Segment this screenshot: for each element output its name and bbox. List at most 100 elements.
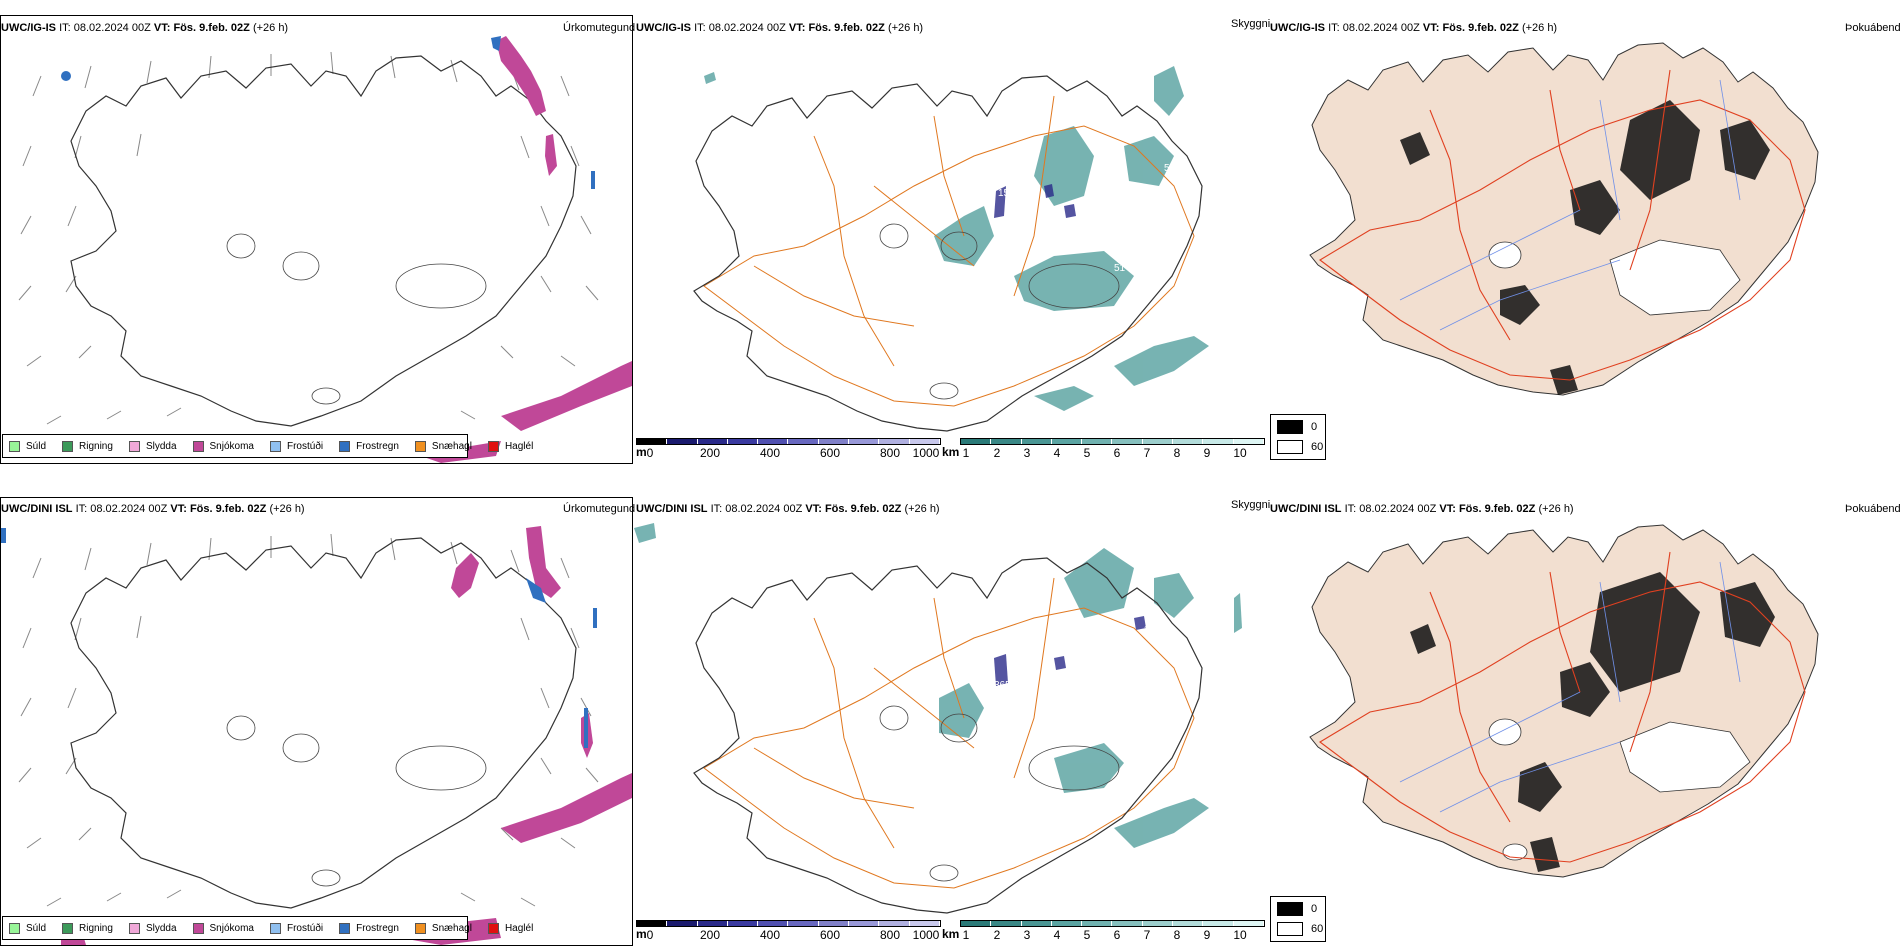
panel-title-precip: Úrkomutegund — [563, 503, 636, 515]
visibility-fog-areas — [704, 66, 1209, 411]
visibility-tick: 4 — [1053, 928, 1061, 942]
cloud-base-tick: 800 — [879, 446, 901, 460]
precip-map-row1 — [18, 36, 632, 463]
legend-item-haglel: Haglél — [487, 440, 534, 452]
visibility-label: 388 — [1144, 625, 1161, 636]
iceland-outline — [70, 537, 577, 909]
visibility-tick: 6 — [1113, 928, 1121, 942]
legend-item-snaehagl: Snæhagl — [414, 440, 472, 452]
visibility-unit: km — [942, 445, 960, 459]
legend-item-snaehagl: Snæhagl — [414, 922, 472, 934]
fog-legend-row2: 0 60 — [1270, 896, 1326, 942]
legend-item-haglel: Haglél — [487, 922, 533, 934]
fog-legend-label: 0 — [1311, 421, 1318, 433]
visibility-label: 51 — [1164, 163, 1176, 174]
vt-value: Fös. 9.feb. 02Z — [824, 503, 902, 515]
cloud-base-unit: m — [636, 445, 647, 459]
wind-barbs — [18, 533, 599, 907]
visibility-cells — [960, 438, 1265, 445]
legend-label: Frostregn — [356, 922, 399, 934]
visibility-tick: 10 — [1233, 928, 1247, 942]
fog-swatch — [1277, 440, 1303, 454]
cloud-base-cells — [636, 438, 941, 445]
it-value: 08.02.2024 00Z — [90, 503, 168, 515]
legend-item-slydda: Slydda — [128, 922, 177, 934]
cloud-base-tick: 0 — [646, 928, 654, 942]
glaciers — [226, 715, 487, 887]
panel-title-fog: Þokuábendi — [1845, 22, 1900, 34]
visibility-label: 159 — [998, 188, 1015, 199]
header-precip-row1: UWC/IG-IS IT: 08.02.2024 00Z VT: Fös. 9.… — [1, 22, 288, 35]
cloud-base-cells — [636, 920, 941, 927]
precip-legend-row2: Súld Rigning Slydda Snjókoma Frostúði Fr… — [2, 916, 533, 940]
wind-barbs — [18, 51, 599, 425]
it-value: 08.02.2024 00Z — [73, 22, 151, 34]
legend-label: Rigning — [79, 922, 113, 934]
vt-value: Fös. 9.feb. 02Z — [808, 22, 885, 34]
cloud-base-unit: m — [636, 927, 647, 941]
header-visibility-row1: UWC/IG-IS IT: 08.02.2024 00Z VT: Fös. 9.… — [636, 22, 923, 35]
legend-swatch — [9, 440, 20, 452]
cloud-base-tick: 1000 — [912, 928, 940, 942]
legend-swatch — [339, 922, 351, 934]
visibility-label: 51 — [1114, 263, 1126, 274]
legend-label: Frostúði — [286, 440, 324, 452]
fog-legend-item: 0 — [1277, 902, 1317, 916]
model-name: UWC/DINI ISL — [1270, 503, 1342, 515]
visibility-tick: 9 — [1203, 928, 1211, 942]
legend-label: Súld — [26, 440, 47, 452]
visibility-tick: 10 — [1233, 446, 1247, 460]
model-name: UWC/IG-IS — [636, 22, 691, 34]
legend-label: Snæhagl — [431, 922, 472, 934]
it-label: IT: — [710, 503, 723, 515]
vt-value: Fös. 9.feb. 02Z — [189, 503, 267, 515]
vt-label: VT: — [805, 503, 822, 515]
visibility-tick: 3 — [1023, 928, 1031, 942]
vt-label: VT: — [1422, 22, 1440, 34]
roads — [1319, 69, 1806, 381]
legend-item-snjokoma: Snjókoma — [192, 440, 254, 452]
visibility-tick: 6 — [1113, 446, 1121, 460]
legend-swatch — [128, 922, 140, 934]
legend-item-rigning: Rigning — [62, 922, 113, 934]
visibility-cells — [960, 920, 1265, 927]
legend-swatch — [9, 922, 20, 934]
legend-label: Rigning — [79, 440, 113, 452]
it-value: 08.02.2024 00Z — [708, 22, 786, 34]
legend-label: Frostregn — [356, 440, 399, 452]
cloud-base-tick: 0 — [646, 446, 654, 460]
legend-label: Snæhagl — [431, 440, 472, 452]
legend-item-sudd: Súld — [9, 922, 47, 934]
legend-swatch — [192, 440, 204, 452]
panel-title-visibility: Skyggni — [1231, 18, 1271, 30]
header-fog-row2: UWC/DINI ISL IT: 08.02.2024 00Z VT: Fös.… — [1270, 503, 1574, 516]
legend-swatch — [62, 440, 74, 452]
cloud-base-tick: 1000 — [912, 446, 940, 460]
vt-value: Fös. 9.feb. 02Z — [1458, 503, 1536, 515]
visibility-tick: 8 — [1173, 446, 1181, 460]
cloud-base-tick: 400 — [759, 928, 781, 942]
visibility-label: 51 — [1134, 188, 1146, 199]
precip-map-row2 — [1, 526, 632, 945]
legend-label: Haglél — [504, 440, 534, 452]
it-label: IT: — [1344, 503, 1357, 515]
visibility-unit: km — [942, 927, 960, 941]
visibility-tick: 5 — [1083, 928, 1091, 942]
fog-white-areas — [1488, 239, 1741, 316]
visibility-map-row2: 365 51 388 — [634, 523, 1242, 914]
cloud-base-colorbar-row1: m 0 200 400 600 800 1000 — [636, 438, 941, 468]
rivers — [1399, 79, 1741, 331]
visibility-tick: 3 — [1023, 446, 1031, 460]
precip-legend-row1: Súld Rigning Slydda Snjókoma Frostúði Fr… — [2, 434, 533, 458]
visibility-label: 51 — [1044, 228, 1056, 239]
header-precip-row2: UWC/DINI ISL IT: 08.02.2024 00Z VT: Fös.… — [1, 503, 305, 516]
fog-swatch — [1277, 420, 1303, 434]
fog-swatch — [1277, 902, 1303, 916]
legend-label: Súld — [26, 922, 47, 934]
legend-swatch — [414, 922, 426, 934]
precip-map-frame — [0, 497, 633, 946]
cloud-base-colorbar-row2: m 0 200 400 600 800 1000 — [636, 920, 941, 950]
cloud-base-areas — [994, 616, 1146, 686]
glaciers — [226, 233, 487, 405]
cloud-base-tick: 600 — [819, 928, 841, 942]
